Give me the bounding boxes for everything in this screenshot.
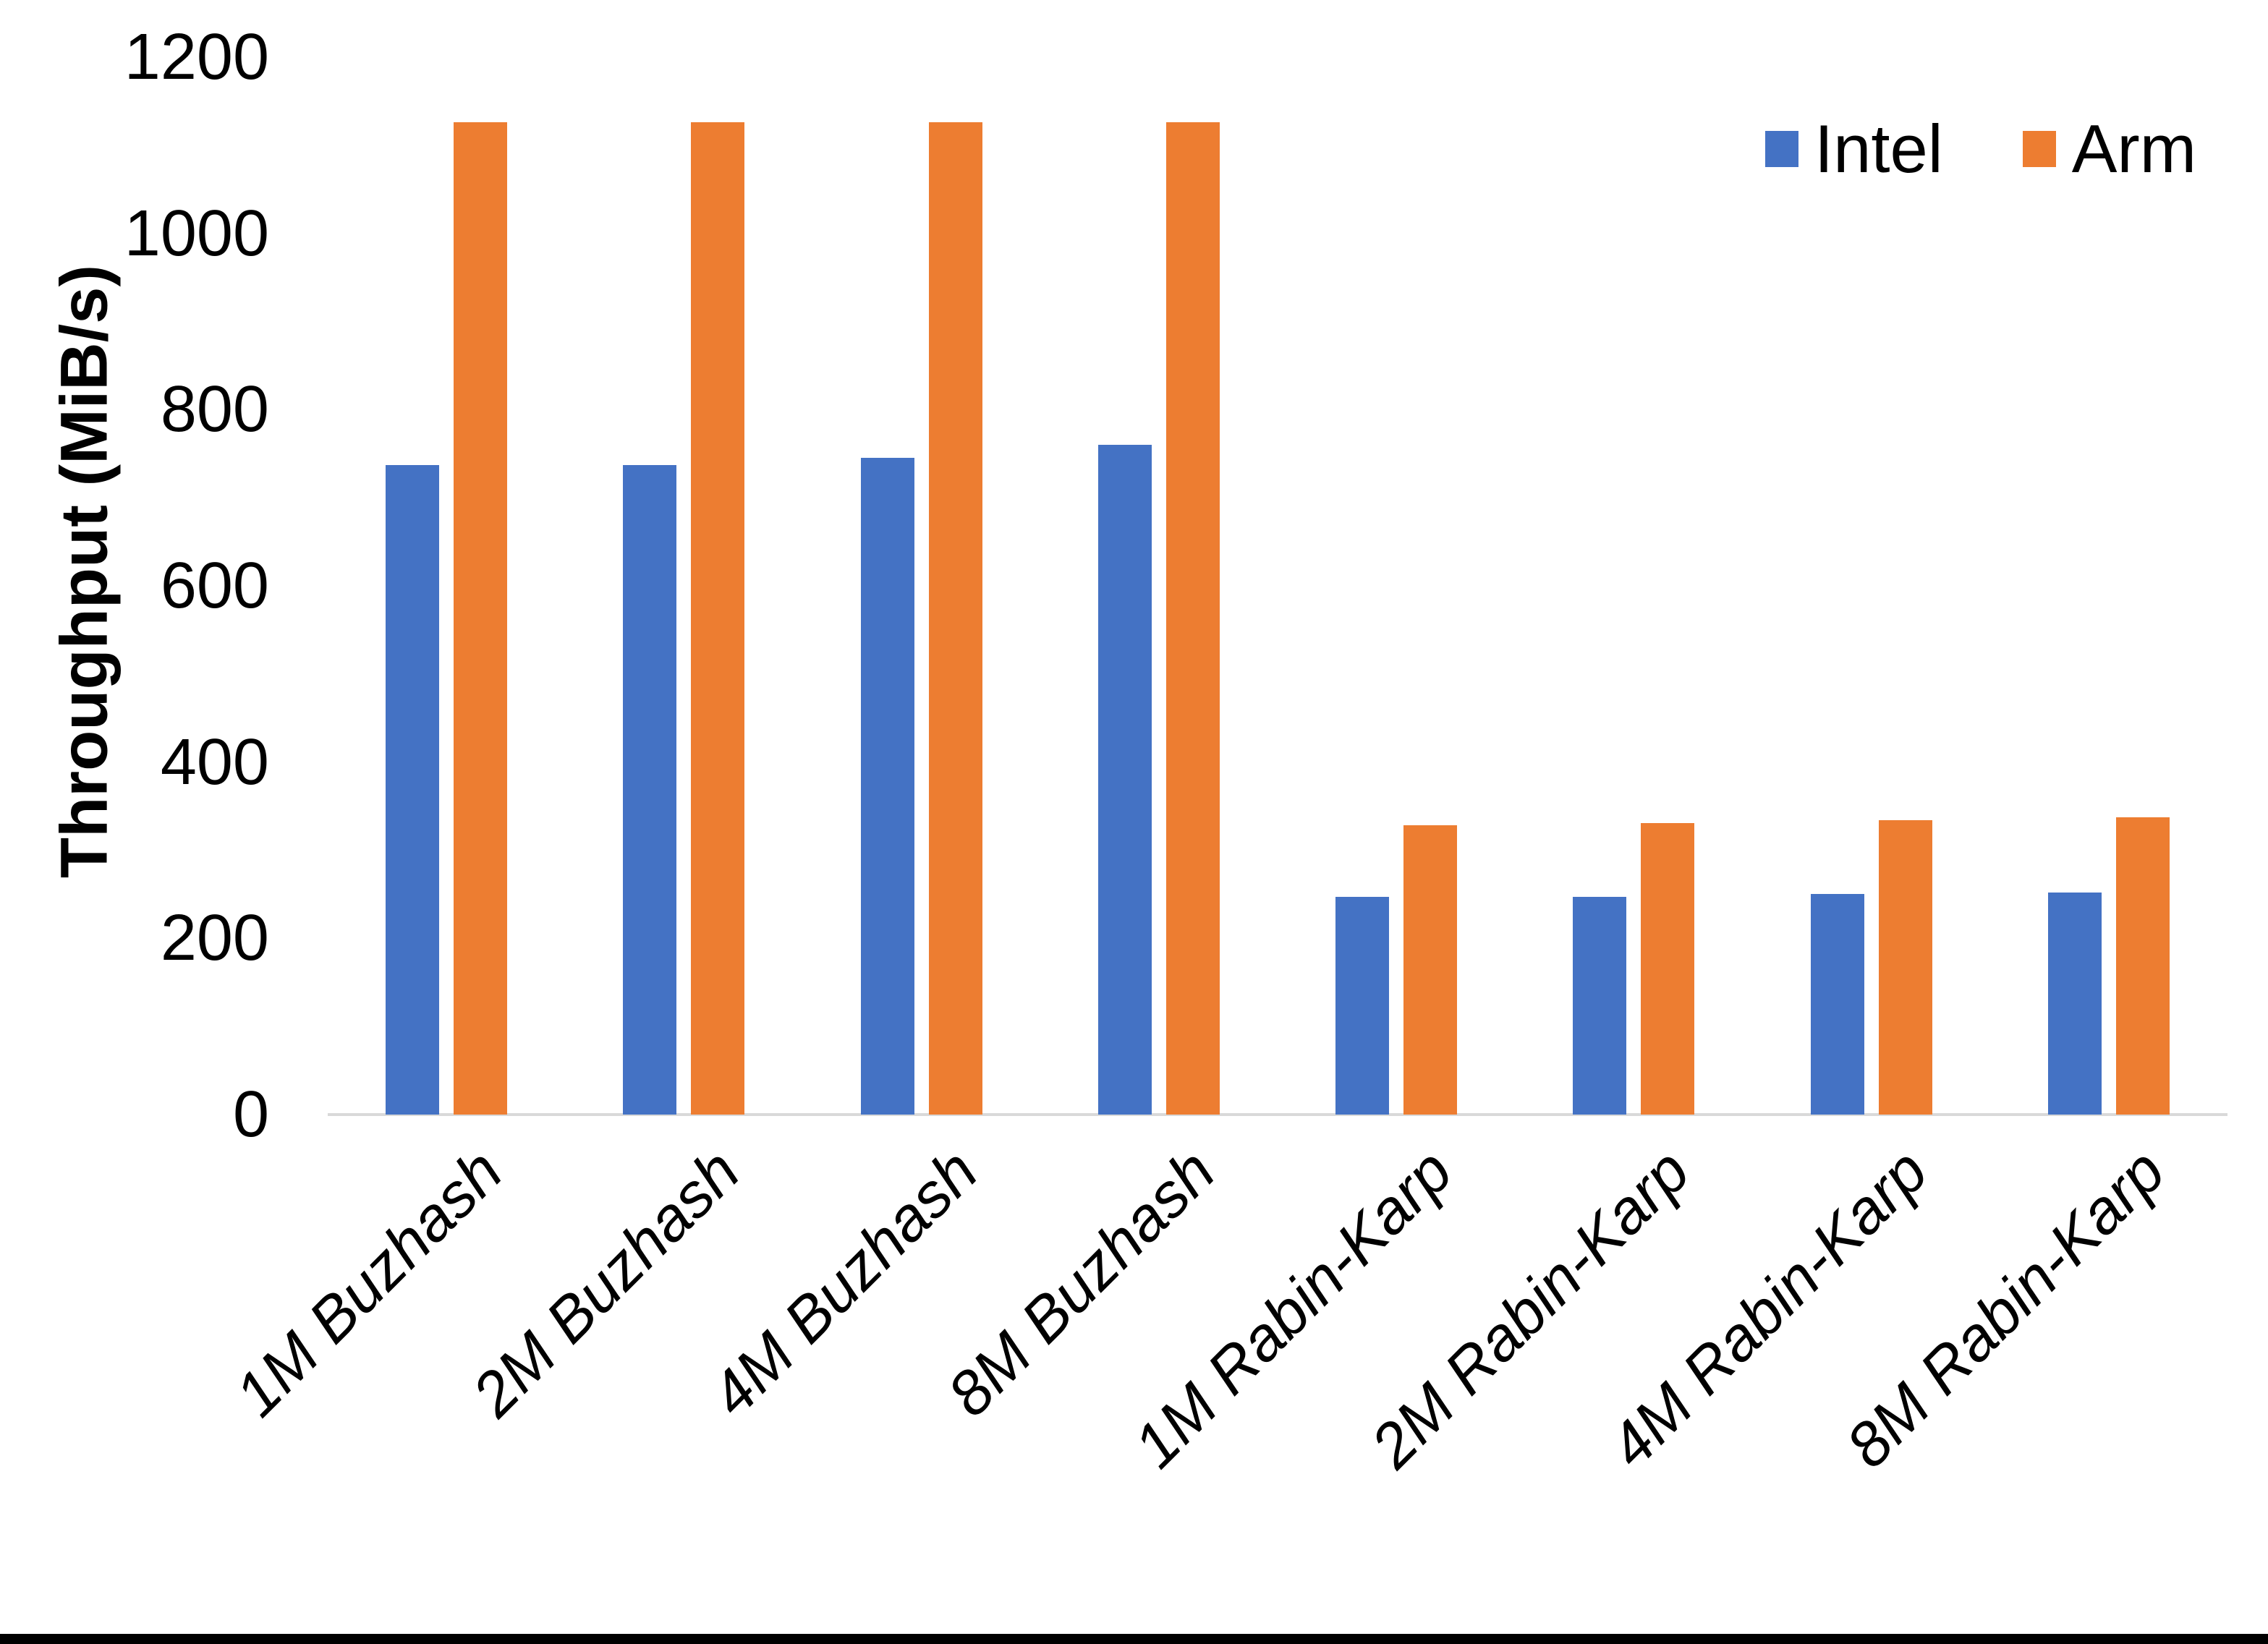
- bar-arm-8m-buzhash: [1166, 122, 1220, 1115]
- bar-intel-1m-buzhash: [386, 465, 439, 1115]
- legend-item-intel: Intel: [1765, 114, 1943, 184]
- legend-label: Intel: [1814, 111, 1943, 187]
- x-axis-line: [328, 1113, 2227, 1116]
- bar-intel-1m-rabin-karp: [1335, 897, 1389, 1115]
- legend-swatch-arm: [2022, 131, 2056, 167]
- x-tick-label: 2M Rabin-Karp: [1357, 1136, 1703, 1481]
- y-tick-label: 0: [232, 1078, 269, 1151]
- legend-swatch-intel: [1765, 131, 1798, 167]
- bar-intel-4m-rabin-karp: [1811, 894, 1864, 1115]
- bar-arm-2m-rabin-karp: [1641, 823, 1694, 1115]
- y-tick-label: 400: [160, 725, 269, 798]
- bar-arm-1m-buzhash: [454, 122, 507, 1115]
- x-tick-label: 8M Rabin-Karp: [1832, 1136, 2178, 1481]
- y-tick-label: 200: [160, 902, 269, 975]
- y-tick-label: 1000: [124, 197, 269, 270]
- y-tick-label: 600: [160, 550, 269, 622]
- x-tick-label: 8M Buzhash: [934, 1136, 1228, 1430]
- y-tick-label: 1200: [124, 21, 269, 93]
- bar-arm-4m-rabin-karp: [1879, 820, 1932, 1115]
- y-tick-label: 800: [160, 373, 269, 446]
- x-tick-label: 1M Rabin-Karp: [1120, 1136, 1466, 1481]
- bar-arm-2m-buzhash: [691, 122, 744, 1115]
- x-tick-label: 1M Buzhash: [221, 1136, 516, 1430]
- x-tick-label: 4M Buzhash: [697, 1136, 991, 1430]
- bar-intel-8m-buzhash: [1098, 445, 1152, 1115]
- legend: Intel Arm: [1765, 114, 2196, 184]
- legend-label: Arm: [2071, 111, 2196, 187]
- bar-arm-1m-rabin-karp: [1403, 825, 1457, 1115]
- bar-arm-4m-buzhash: [929, 122, 982, 1115]
- bar-arm-8m-rabin-karp: [2116, 817, 2170, 1115]
- bar-intel-4m-buzhash: [861, 458, 914, 1115]
- x-tick-label: 2M Buzhash: [459, 1136, 753, 1430]
- bar-intel-8m-rabin-karp: [2048, 893, 2102, 1115]
- x-tick-label: 4M Rabin-Karp: [1595, 1136, 1941, 1481]
- bottom-border: [0, 1634, 2268, 1644]
- bar-intel-2m-rabin-karp: [1573, 897, 1626, 1115]
- legend-item-arm: Arm: [2022, 111, 2196, 187]
- bar-intel-2m-buzhash: [623, 465, 676, 1115]
